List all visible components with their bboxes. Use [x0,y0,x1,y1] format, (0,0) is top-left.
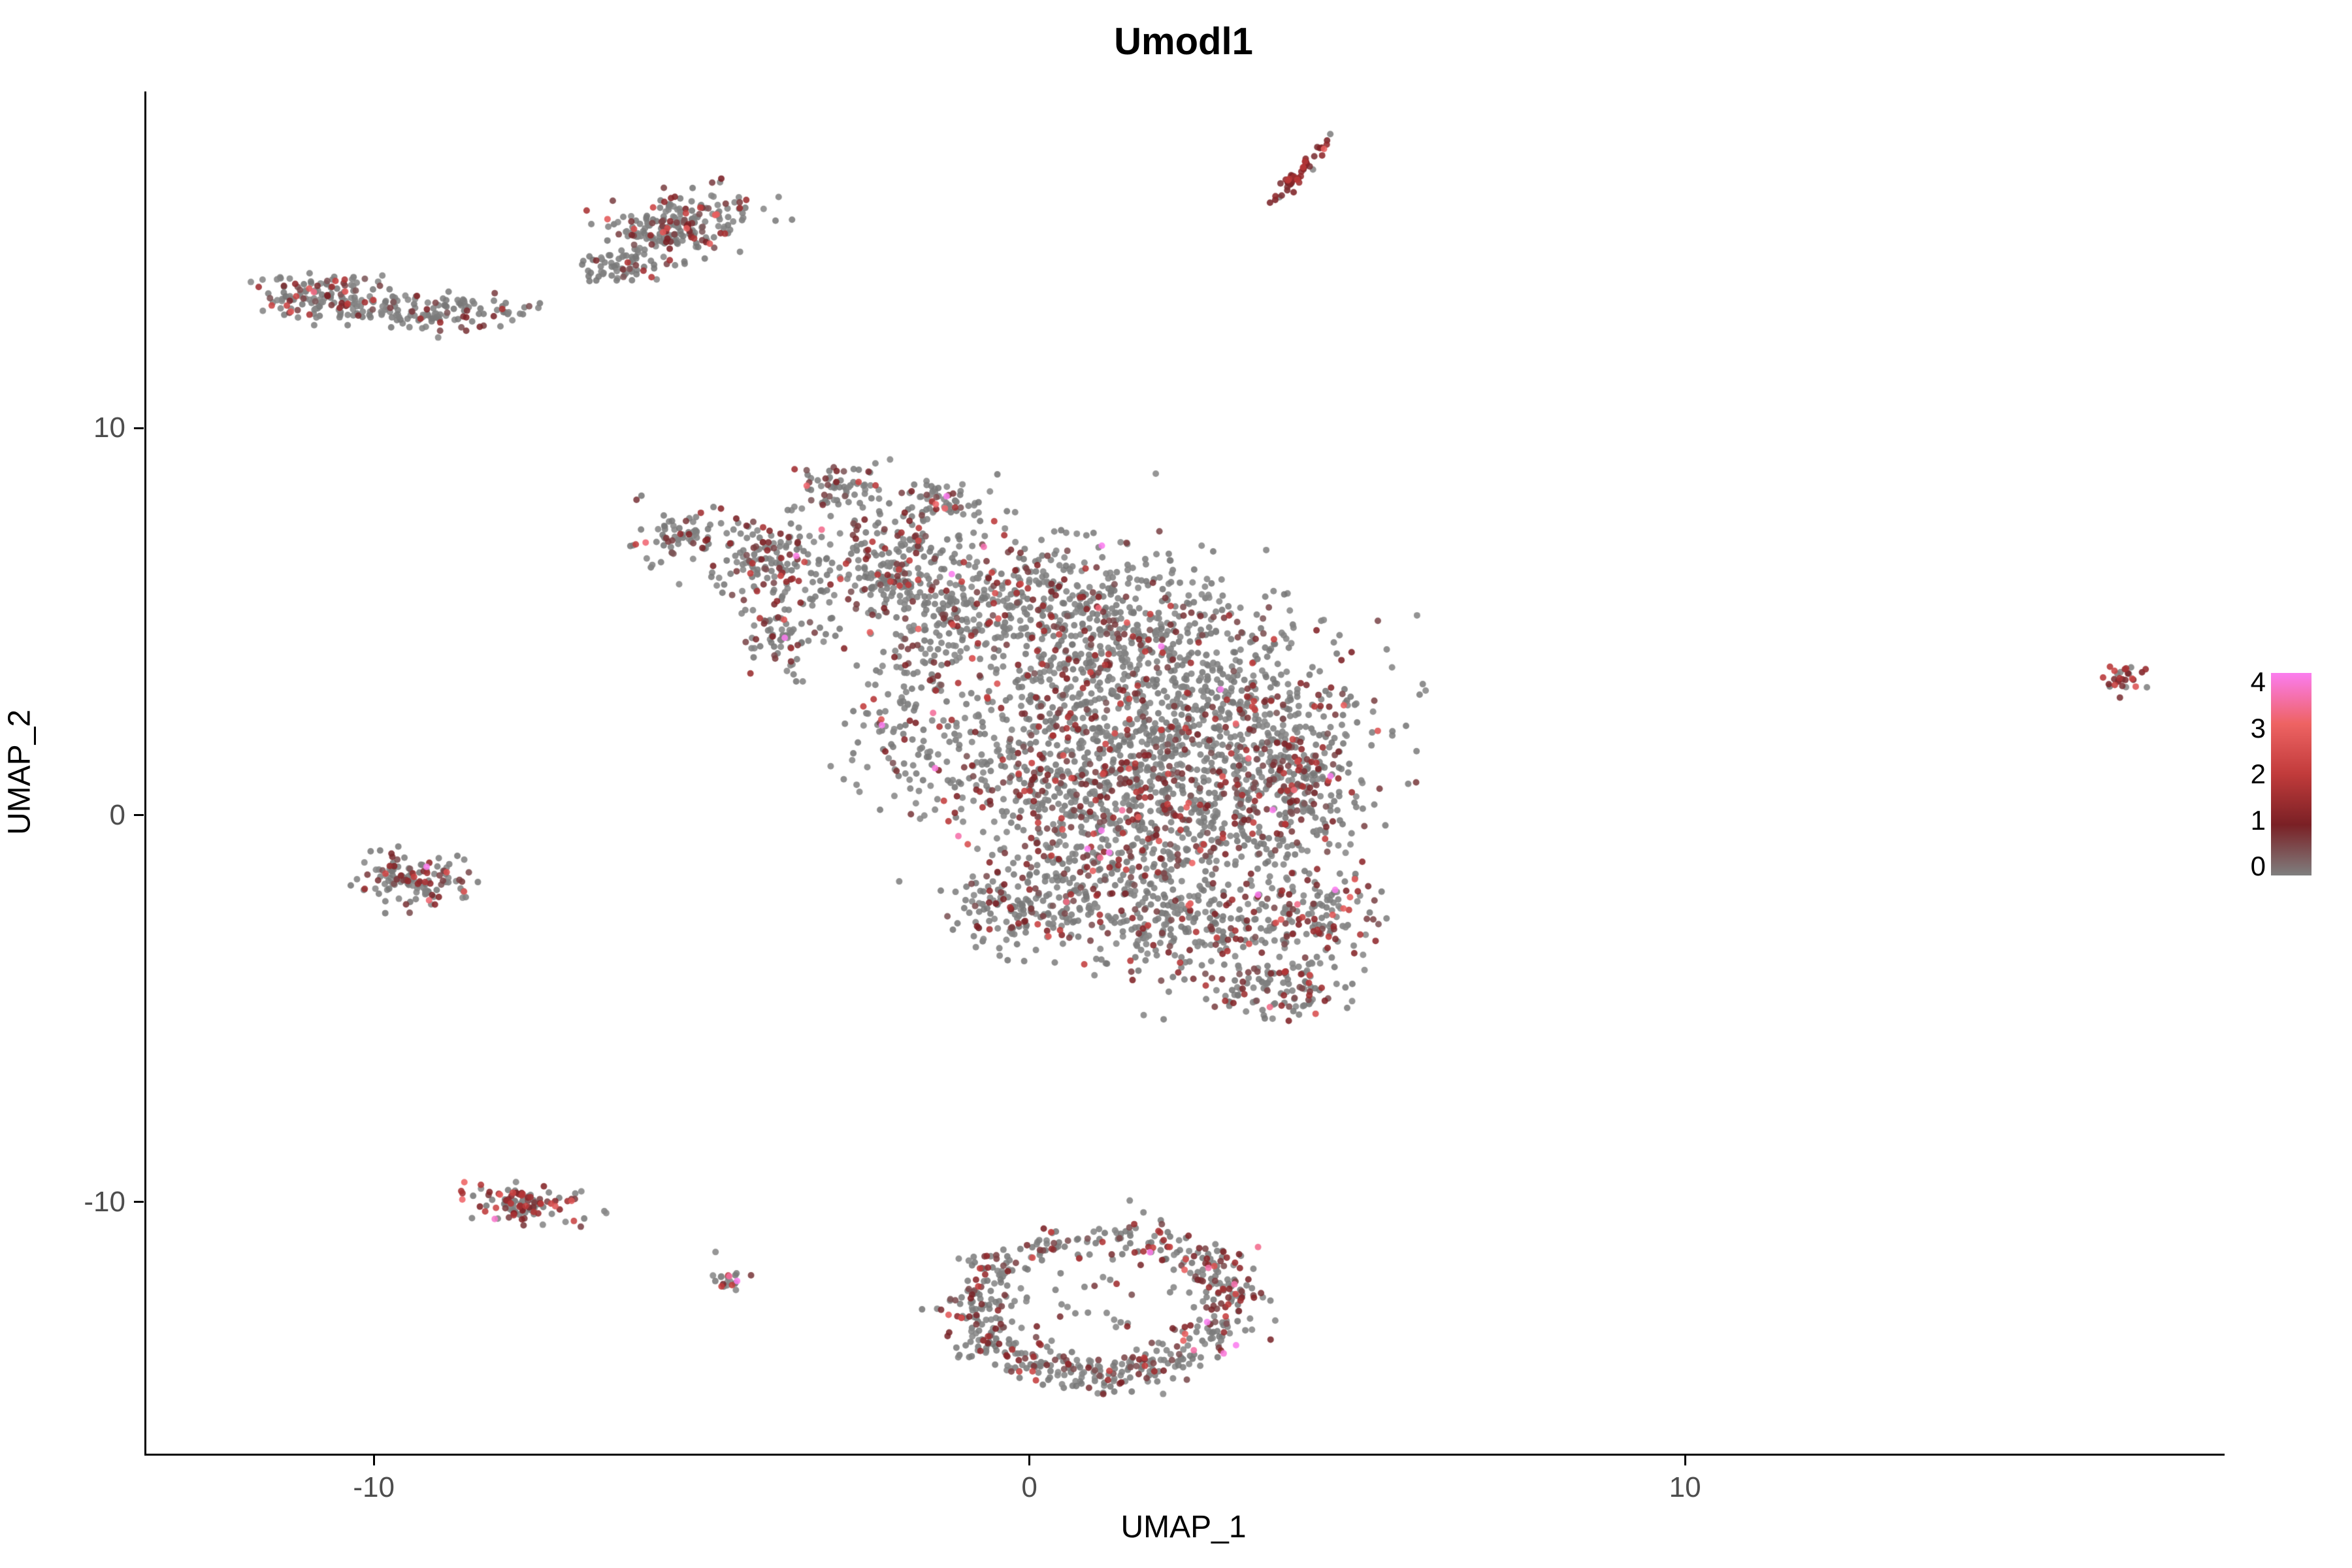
colorbar-label: 4 [2250,666,2266,697]
plot-title: Umodl1 [1114,20,1253,63]
x-tick-label: 0 [1021,1471,1037,1503]
x-axis-title: UMAP_1 [1120,1510,1247,1544]
umap-scatter-canvas [146,91,2225,1454]
y-tick-mark [134,1201,144,1203]
colorbar-label: 3 [2250,712,2266,743]
y-tick-mark [134,427,144,429]
y-tick-label: -10 [84,1185,125,1218]
y-tick-label: 10 [93,412,125,444]
x-tick-mark [1684,1456,1686,1465]
x-tick-mark [372,1456,375,1465]
x-tick-label: -10 [353,1471,395,1503]
y-tick-mark [134,814,144,817]
colorbar-label: 1 [2250,804,2266,836]
x-tick-label: 10 [1669,1471,1701,1503]
y-tick-label: 0 [109,798,125,831]
plot-panel [144,91,2225,1456]
colorbar-label: 2 [2250,759,2266,789]
colorbar-legend: 4 3 2 1 0 [2213,666,2352,882]
y-axis-title-text: UMAP_2 [2,709,37,836]
colorbar-label: 0 [2250,851,2266,881]
colorbar-gradient [2271,673,2311,875]
x-tick-mark [1028,1456,1031,1465]
